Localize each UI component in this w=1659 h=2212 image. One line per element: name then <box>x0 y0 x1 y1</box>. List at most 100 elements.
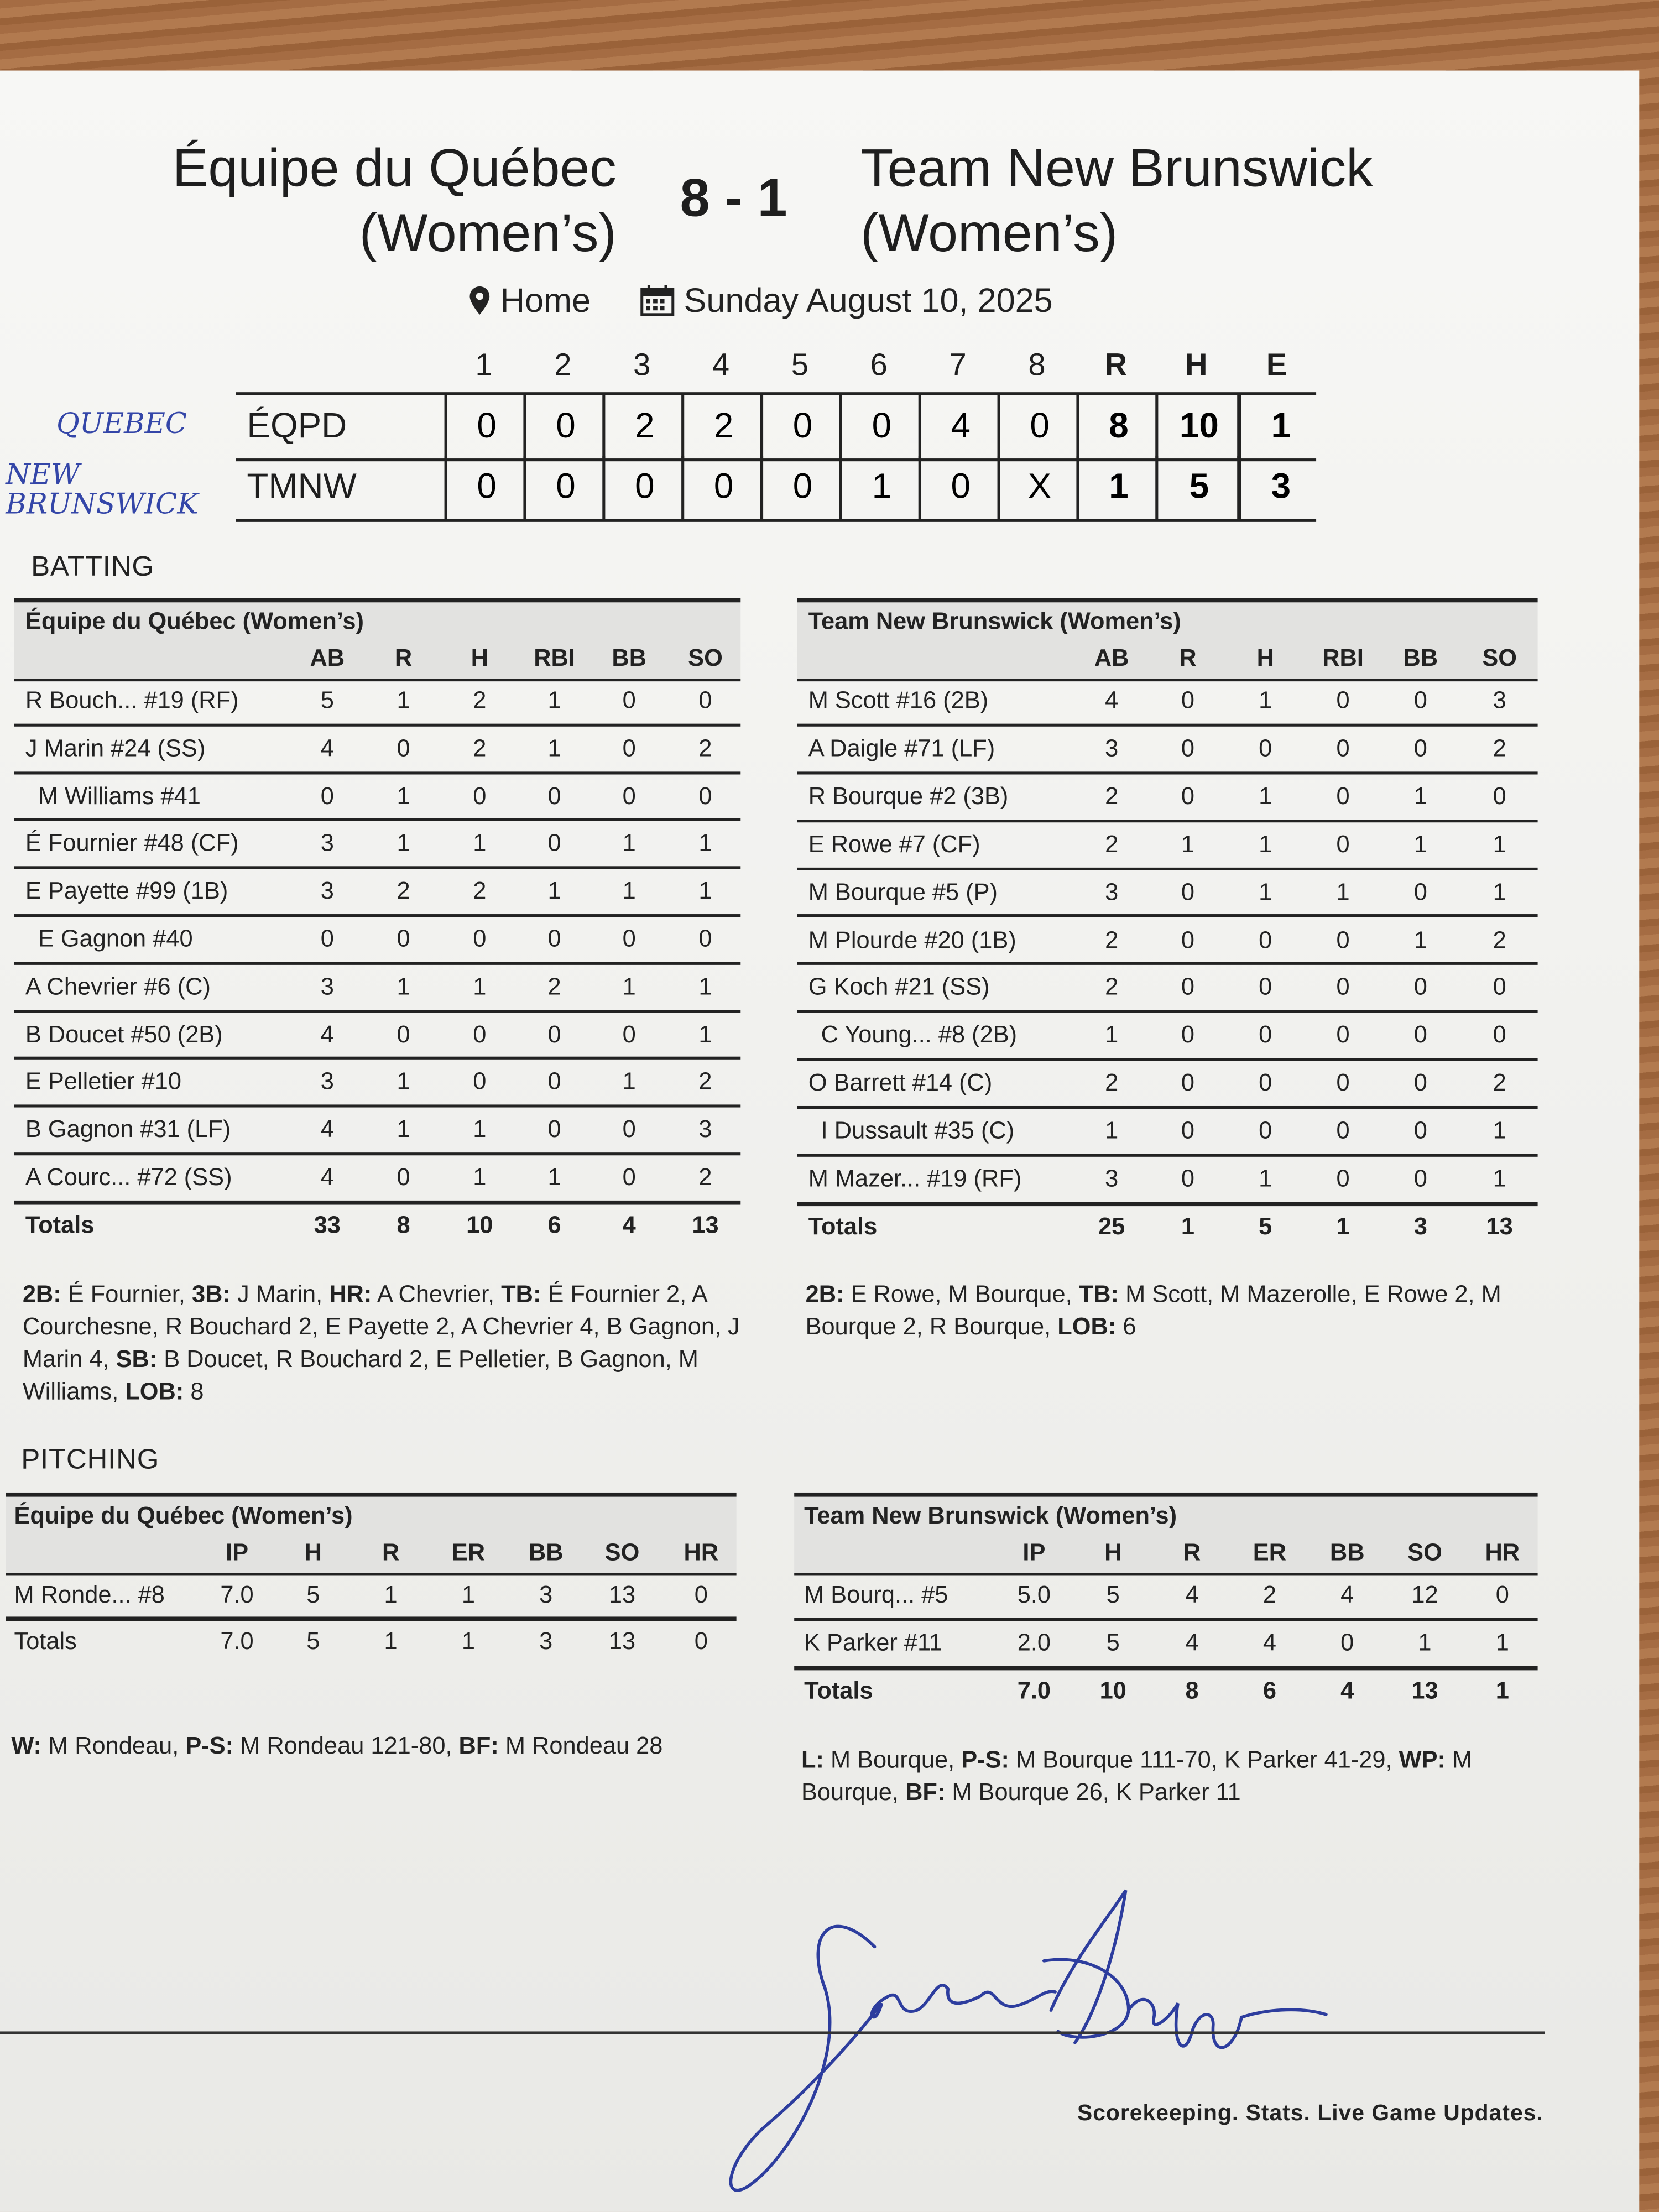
linescore-header-5: 5 <box>791 347 809 383</box>
total-value: 1 <box>1495 1677 1509 1704</box>
total-value: 10 <box>1099 1677 1126 1704</box>
table-row: B Gagnon #31 (LF) 4 1 1 0 0 3 <box>14 1108 741 1156</box>
linescore-cell: 0 <box>523 455 605 519</box>
stat-value: 1 <box>473 973 487 1000</box>
stat-value: 2 <box>1105 782 1119 810</box>
linescore-header-8: 8 <box>1028 347 1046 383</box>
stat-value: 2 <box>473 687 487 714</box>
note-label: TB: <box>1078 1281 1119 1308</box>
stat-value: 2 <box>1493 926 1506 953</box>
stat-value: 0 <box>622 925 636 952</box>
stat-value: 0 <box>622 687 636 714</box>
stat-value: 0 <box>397 734 410 762</box>
column-header: HR <box>1485 1539 1520 1566</box>
player-name: E Rowe #7 (CF) <box>808 830 980 858</box>
stat-value: 0 <box>1336 687 1350 714</box>
stat-value: 0 <box>698 782 712 810</box>
stat-value: 5 <box>320 687 334 714</box>
stat-value: 0 <box>1336 782 1350 810</box>
note-label: TB: <box>501 1281 541 1308</box>
note-label: 2B: <box>805 1281 844 1308</box>
stat-value: 2.0 <box>1017 1629 1051 1656</box>
total-value: 13 <box>692 1211 719 1239</box>
stat-value: 0 <box>547 925 561 952</box>
stat-value: 1 <box>1493 1165 1506 1192</box>
stat-value: 0 <box>1495 1581 1509 1609</box>
stat-value: 3 <box>320 1068 334 1095</box>
batting-table-new-brunswick-notes: 2B: E Rowe, M Bourque, TB: M Scott, M Ma… <box>806 1278 1511 1343</box>
stat-value: 0 <box>1181 1165 1195 1192</box>
stat-value: 0 <box>622 1164 636 1191</box>
handwritten-new-brunswick: NEW BRUNSWICK <box>6 457 199 521</box>
stat-value: 0 <box>1181 1117 1195 1145</box>
stat-value: 2 <box>1105 1070 1119 1097</box>
player-name: E Pelletier #10 <box>25 1068 182 1095</box>
stat-value: 0 <box>320 782 334 810</box>
column-header: SO <box>688 644 723 672</box>
column-header: R <box>394 644 413 672</box>
stat-value: 1 <box>1413 782 1427 810</box>
column-header: H <box>1104 1539 1122 1566</box>
player-name: G Koch #21 (SS) <box>808 974 990 1001</box>
linescore-cell: 8 <box>1076 395 1158 459</box>
stat-value: 0 <box>1413 878 1427 905</box>
stat-value: 1 <box>1259 1165 1272 1192</box>
stat-value: 0 <box>1413 1021 1427 1049</box>
stat-value: 1 <box>547 734 561 762</box>
player-name: B Gagnon #31 (LF) <box>25 1116 231 1143</box>
game-meta: Home Sunday August 10, 2025 <box>468 282 1053 321</box>
stat-value: 1 <box>1493 1117 1506 1145</box>
stat-value: 2 <box>1493 1070 1506 1097</box>
stat-value: 2 <box>698 1068 712 1095</box>
stat-value: 1 <box>622 830 636 857</box>
totals-label: Totals <box>14 1627 77 1655</box>
totals-label: Totals <box>804 1677 873 1704</box>
linescore-cell: 3 <box>1237 455 1321 519</box>
linescore-cell: 0 <box>839 395 921 459</box>
note-label: WP: <box>1399 1746 1446 1773</box>
stat-value: 1 <box>1259 782 1272 810</box>
linescore-cell: 0 <box>602 455 684 519</box>
stat-value: 0 <box>694 1581 708 1609</box>
stat-value: 2 <box>473 878 487 905</box>
stat-value: 0 <box>622 782 636 810</box>
note-label: BF: <box>905 1778 946 1806</box>
player-name: O Barrett #14 (C) <box>808 1070 993 1097</box>
table-row: M Plourde #20 (1B) 2 0 0 0 1 2 <box>797 917 1538 966</box>
stat-value: 0 <box>698 925 712 952</box>
away-team-line2: (Women’s) <box>860 204 1118 264</box>
linescore-cell: 4 <box>918 395 1000 459</box>
stat-value: 0 <box>1340 1629 1354 1656</box>
handwritten-quebec: QUEBEC <box>56 406 187 440</box>
linescore-cell: 0 <box>681 455 763 519</box>
note-label: 2B: <box>22 1281 61 1308</box>
stat-value: 1 <box>1413 926 1427 953</box>
totals-row: Totals 33 8 10 6 4 13 <box>14 1203 741 1248</box>
note-label: L: <box>801 1746 824 1773</box>
stat-value: 4 <box>1262 1629 1276 1656</box>
column-header: SO <box>1482 644 1517 672</box>
stat-value: 0 <box>622 1116 636 1143</box>
stat-value: 4 <box>320 1020 334 1048</box>
note-text: M Bourque 111-70, K Parker 41-29, <box>1009 1746 1399 1773</box>
stat-value: 1 <box>698 973 712 1000</box>
column-header: AB <box>1094 644 1129 672</box>
home-team-name: Équipe du Québec (Women’s) <box>173 137 617 267</box>
totals-row: Totals 7.0 10 8 6 4 13 1 <box>794 1669 1537 1714</box>
player-name: M Ronde... #8 <box>14 1581 165 1609</box>
column-header: IP <box>226 1539 249 1566</box>
stat-value: 1 <box>397 830 410 857</box>
player-name: M Plourde #20 (1B) <box>808 926 1016 953</box>
note-label: LOB: <box>1057 1313 1117 1340</box>
stat-value: 2 <box>698 734 712 762</box>
stat-value: 0 <box>1413 1165 1427 1192</box>
stat-value: 0 <box>473 782 487 810</box>
stat-value: 0 <box>1181 782 1195 810</box>
stat-value: 1 <box>1259 830 1272 858</box>
player-name: A Daigle #71 (LF) <box>808 734 995 762</box>
totals-row: Totals 25 1 5 1 3 13 <box>797 1204 1537 1249</box>
stat-value: 0 <box>1413 687 1427 714</box>
total-value: 0 <box>694 1627 708 1655</box>
totals-row: Totals 7.0 5 1 1 3 13 0 <box>6 1620 736 1663</box>
stat-value: 0 <box>1181 926 1195 953</box>
